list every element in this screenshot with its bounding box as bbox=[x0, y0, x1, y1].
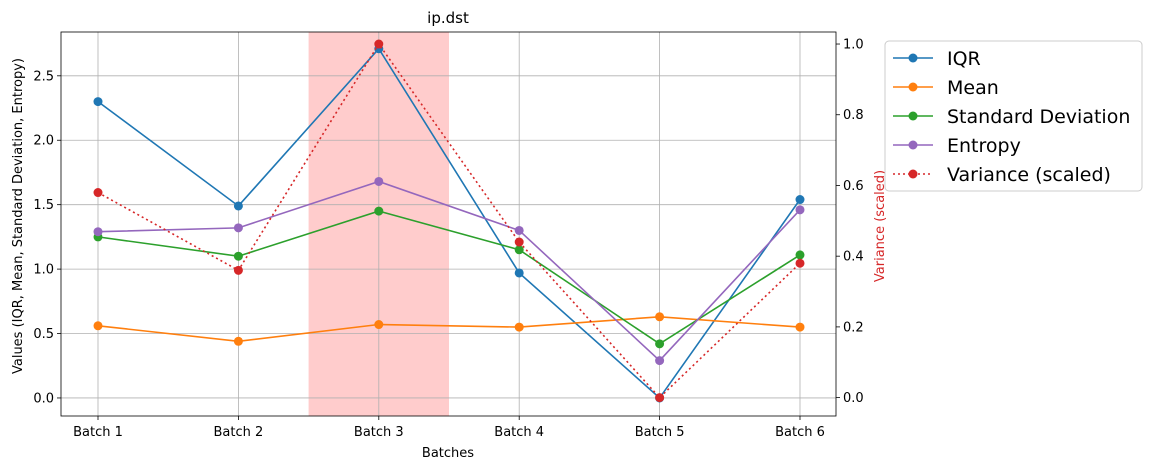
legend-marker bbox=[908, 82, 918, 92]
data-point bbox=[655, 312, 665, 322]
y-tick-label: 1.0 bbox=[33, 263, 54, 278]
data-point bbox=[514, 245, 524, 255]
y-tick-label: 2.0 bbox=[33, 134, 54, 149]
series-line-4 bbox=[97, 42, 801, 399]
data-point bbox=[795, 195, 805, 205]
series-line-3 bbox=[97, 180, 801, 362]
data-point bbox=[233, 223, 243, 233]
legend-marker bbox=[908, 53, 918, 63]
y-tick-label: 0.0 bbox=[33, 391, 54, 406]
legend-marker bbox=[908, 140, 918, 150]
x-tick-label: Batch 2 bbox=[214, 425, 264, 440]
y2-tick-label: 0.2 bbox=[843, 320, 864, 335]
data-point bbox=[374, 176, 384, 186]
data-point bbox=[233, 265, 243, 275]
y2-tick-label: 1.0 bbox=[843, 38, 864, 53]
series-line-2 bbox=[97, 210, 801, 345]
data-point bbox=[93, 188, 103, 198]
data-point bbox=[655, 339, 665, 349]
legend-label: IQR bbox=[947, 48, 981, 70]
legend: IQR Mean Standard Deviation Entropy Variance… bbox=[884, 40, 1143, 192]
data-point bbox=[655, 356, 665, 366]
data-point bbox=[655, 393, 665, 403]
y-tick-label: 1.5 bbox=[33, 198, 54, 213]
legend-marker bbox=[908, 111, 918, 121]
series-line-0 bbox=[97, 47, 801, 400]
data-point bbox=[233, 251, 243, 261]
legend-marker bbox=[908, 169, 918, 179]
data-point bbox=[795, 258, 805, 268]
legend-box bbox=[884, 40, 1143, 192]
x-tick-label: Batch 5 bbox=[635, 425, 685, 440]
data-point bbox=[93, 321, 103, 331]
data-point bbox=[374, 39, 384, 49]
plot-frame bbox=[60, 31, 837, 417]
legend-label: Standard Deviation bbox=[947, 106, 1130, 128]
x-tick-label: Batch 6 bbox=[775, 425, 825, 440]
x-tick-label: Batch 4 bbox=[494, 425, 544, 440]
legend-label: Mean bbox=[947, 77, 999, 99]
data-point bbox=[93, 227, 103, 237]
data-point bbox=[374, 320, 384, 330]
data-point bbox=[795, 322, 805, 332]
y-axis-title: Values (IQR, Mean, Standard Deviation, E… bbox=[11, 58, 26, 374]
series-line-1 bbox=[97, 315, 801, 343]
data-point bbox=[374, 206, 384, 216]
legend-label: Entropy bbox=[947, 135, 1021, 157]
legend-label: Variance (scaled) bbox=[947, 164, 1111, 186]
chart-title: ip.dst bbox=[427, 9, 469, 27]
y2-tick-label: 0.0 bbox=[843, 391, 864, 406]
data-point bbox=[233, 336, 243, 346]
data-point bbox=[514, 225, 524, 235]
data-point bbox=[514, 237, 524, 247]
data-point bbox=[93, 97, 103, 107]
y2-axis-title: Variance (scaled) bbox=[873, 170, 888, 282]
x-tick-label: Batch 3 bbox=[354, 425, 404, 440]
y-tick-label: 0.5 bbox=[33, 327, 54, 342]
data-point bbox=[514, 322, 524, 332]
y2-tick-label: 0.6 bbox=[843, 179, 864, 194]
data-point bbox=[795, 250, 805, 260]
grid bbox=[61, 32, 836, 416]
x-axis-title: Batches bbox=[422, 446, 474, 461]
y2-tick-label: 0.8 bbox=[843, 108, 864, 123]
data-point bbox=[514, 268, 524, 278]
y2-tick-label: 0.4 bbox=[843, 250, 864, 265]
x-tick-label: Batch 1 bbox=[73, 425, 123, 440]
y-tick-label: 2.5 bbox=[33, 69, 54, 84]
data-point bbox=[233, 201, 243, 211]
data-point bbox=[795, 205, 805, 215]
